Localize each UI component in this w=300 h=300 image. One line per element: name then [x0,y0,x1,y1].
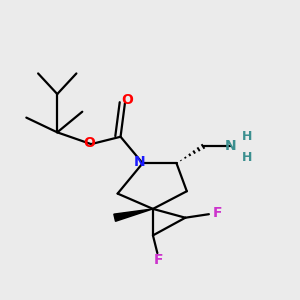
Text: N: N [134,155,146,169]
Text: F: F [154,254,164,267]
Text: N: N [225,140,237,154]
Text: H: H [242,130,252,143]
Text: O: O [121,93,133,107]
Text: F: F [212,206,222,220]
Text: H: H [242,151,252,164]
Polygon shape [114,209,153,221]
Text: O: O [84,136,96,150]
